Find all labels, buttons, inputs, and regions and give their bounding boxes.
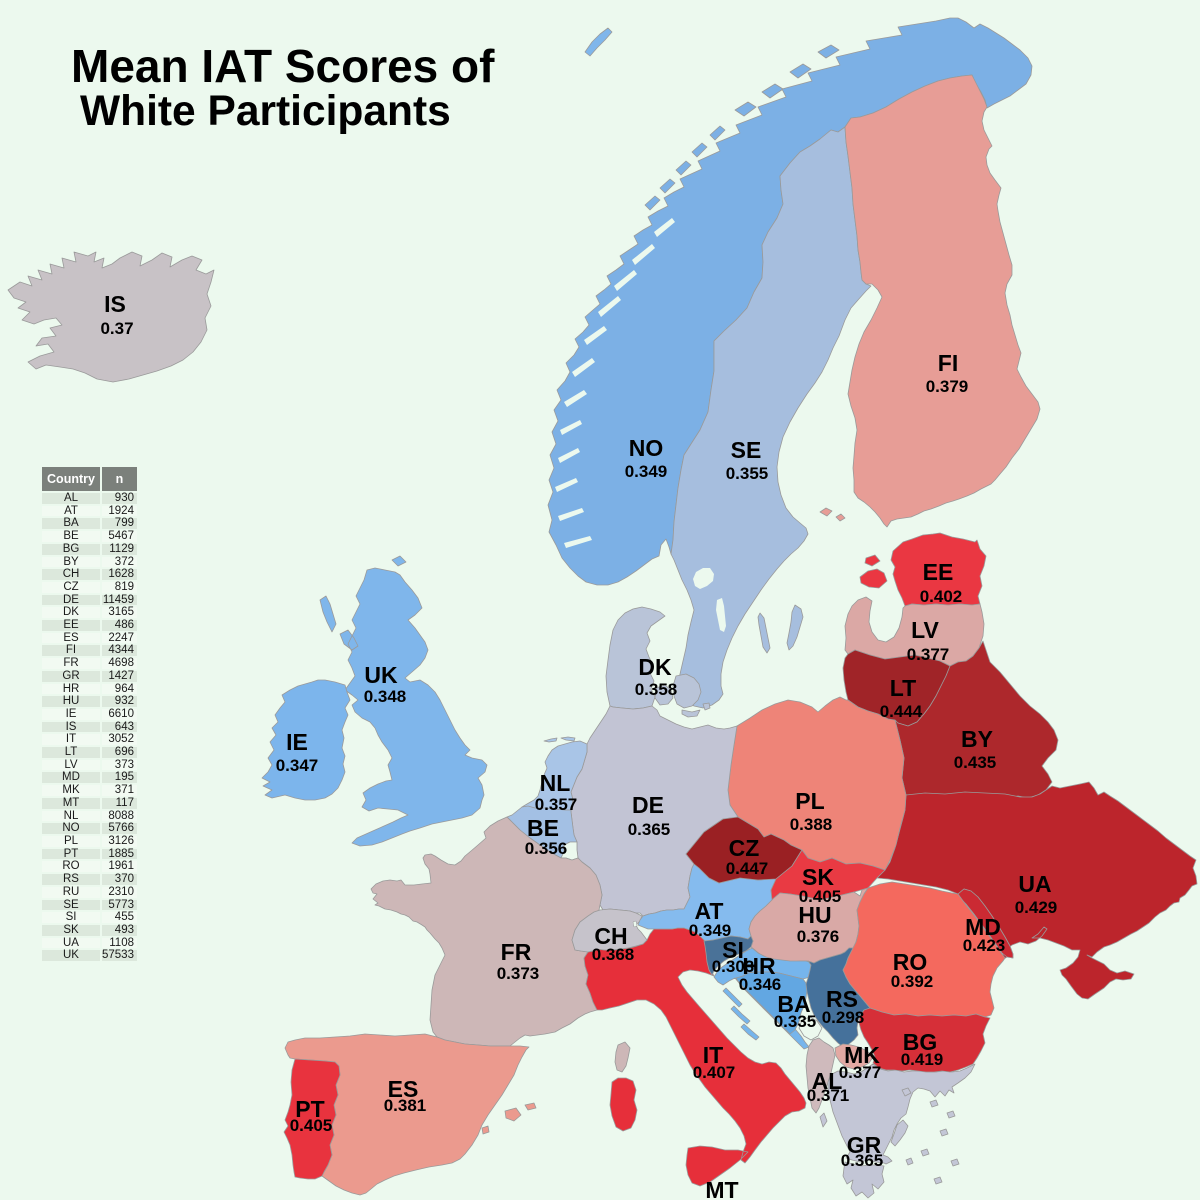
svg-text:0.357: 0.357 bbox=[535, 795, 578, 814]
svg-text:0.381: 0.381 bbox=[384, 1096, 427, 1115]
svg-text:LT: LT bbox=[890, 675, 916, 701]
svg-text:LV: LV bbox=[911, 617, 939, 643]
svg-text:HR: HR bbox=[742, 953, 776, 979]
svg-text:0.423: 0.423 bbox=[963, 936, 1006, 955]
svg-text:SI: SI bbox=[722, 937, 744, 963]
svg-text:0.348: 0.348 bbox=[364, 687, 407, 706]
svg-text:0.435: 0.435 bbox=[954, 753, 997, 772]
svg-text:0.365: 0.365 bbox=[841, 1151, 884, 1170]
svg-text:MT: MT bbox=[705, 1177, 738, 1200]
svg-text:IS: IS bbox=[104, 291, 126, 317]
svg-text:NO: NO bbox=[629, 435, 664, 461]
svg-text:NL: NL bbox=[540, 770, 571, 796]
svg-text:DE: DE bbox=[632, 792, 664, 818]
svg-text:0.371: 0.371 bbox=[807, 1086, 850, 1105]
svg-text:AT: AT bbox=[695, 898, 724, 924]
svg-text:UK: UK bbox=[364, 662, 398, 688]
svg-text:0.355: 0.355 bbox=[726, 464, 769, 483]
svg-text:MK: MK bbox=[844, 1042, 880, 1068]
svg-text:BE: BE bbox=[527, 815, 559, 841]
svg-text:0.405: 0.405 bbox=[799, 887, 842, 906]
svg-text:0.407: 0.407 bbox=[693, 1063, 736, 1082]
svg-text:EE: EE bbox=[923, 559, 954, 585]
svg-text:0.303: 0.303 bbox=[712, 957, 755, 976]
svg-text:0.402: 0.402 bbox=[920, 587, 963, 606]
svg-text:IT: IT bbox=[703, 1042, 723, 1068]
svg-text:0.444: 0.444 bbox=[880, 702, 923, 721]
svg-text:RS: RS bbox=[826, 986, 858, 1012]
svg-text:0.373: 0.373 bbox=[497, 964, 540, 983]
svg-text:0.376: 0.376 bbox=[797, 927, 840, 946]
svg-text:0.356: 0.356 bbox=[525, 839, 568, 858]
svg-text:0.365: 0.365 bbox=[628, 820, 671, 839]
svg-text:0.447: 0.447 bbox=[726, 859, 769, 878]
svg-text:SE: SE bbox=[731, 437, 762, 463]
svg-text:RO: RO bbox=[893, 949, 928, 975]
svg-text:0.347: 0.347 bbox=[276, 756, 319, 775]
svg-text:0.368: 0.368 bbox=[592, 945, 635, 964]
svg-text:0.349: 0.349 bbox=[689, 921, 732, 940]
svg-text:FI: FI bbox=[938, 350, 958, 376]
svg-text:0.377: 0.377 bbox=[839, 1063, 882, 1082]
svg-text:0.379: 0.379 bbox=[926, 377, 969, 396]
svg-text:HU: HU bbox=[798, 902, 831, 928]
svg-text:0.388: 0.388 bbox=[790, 815, 833, 834]
svg-text:IE: IE bbox=[286, 729, 308, 755]
svg-text:PT: PT bbox=[295, 1096, 324, 1122]
svg-text:BG: BG bbox=[903, 1029, 938, 1055]
svg-text:CH: CH bbox=[594, 923, 627, 949]
svg-text:ES: ES bbox=[388, 1076, 419, 1102]
svg-text:UA: UA bbox=[1018, 871, 1051, 897]
svg-text:0.429: 0.429 bbox=[1015, 898, 1058, 917]
svg-text:0.419: 0.419 bbox=[901, 1050, 944, 1069]
svg-text:0.298: 0.298 bbox=[822, 1008, 865, 1027]
svg-text:FR: FR bbox=[501, 939, 532, 965]
svg-text:0.349: 0.349 bbox=[625, 462, 668, 481]
svg-text:0.335: 0.335 bbox=[774, 1012, 817, 1031]
svg-text:0.346: 0.346 bbox=[739, 975, 782, 994]
svg-text:SK: SK bbox=[802, 864, 834, 890]
svg-text:0.392: 0.392 bbox=[891, 972, 934, 991]
svg-text:CZ: CZ bbox=[729, 835, 760, 861]
svg-text:BA: BA bbox=[777, 991, 810, 1017]
svg-text:PL: PL bbox=[795, 788, 824, 814]
svg-text:0.377: 0.377 bbox=[907, 645, 950, 664]
svg-text:MD: MD bbox=[965, 914, 1001, 940]
svg-text:0.358: 0.358 bbox=[635, 680, 678, 699]
svg-text:BY: BY bbox=[961, 726, 993, 752]
svg-text:0.405: 0.405 bbox=[290, 1116, 333, 1135]
svg-text:0.37: 0.37 bbox=[100, 319, 133, 338]
svg-text:GR: GR bbox=[847, 1132, 882, 1158]
svg-text:AL: AL bbox=[812, 1068, 843, 1094]
svg-text:DK: DK bbox=[638, 654, 672, 680]
